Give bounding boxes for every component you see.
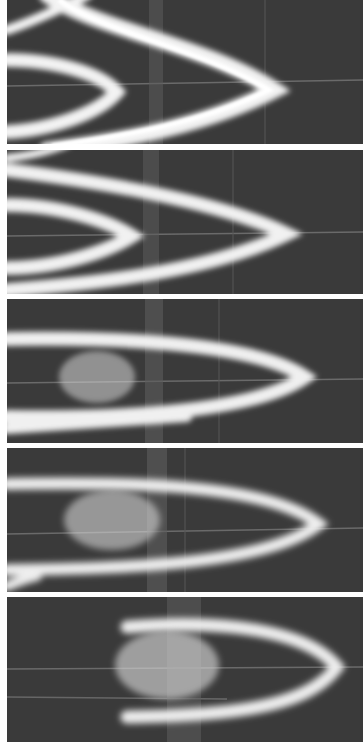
panel-3 xyxy=(7,299,363,443)
panel-4-image xyxy=(7,448,363,592)
panel-2-image xyxy=(7,150,363,294)
panel-4 xyxy=(7,448,363,592)
image-stack xyxy=(7,0,363,742)
panel-5 xyxy=(7,597,363,742)
panel-5-image xyxy=(7,597,363,742)
panel-1 xyxy=(7,0,363,144)
panel-1-image xyxy=(7,0,363,144)
panel-2 xyxy=(7,150,363,294)
panel-3-image xyxy=(7,299,363,443)
